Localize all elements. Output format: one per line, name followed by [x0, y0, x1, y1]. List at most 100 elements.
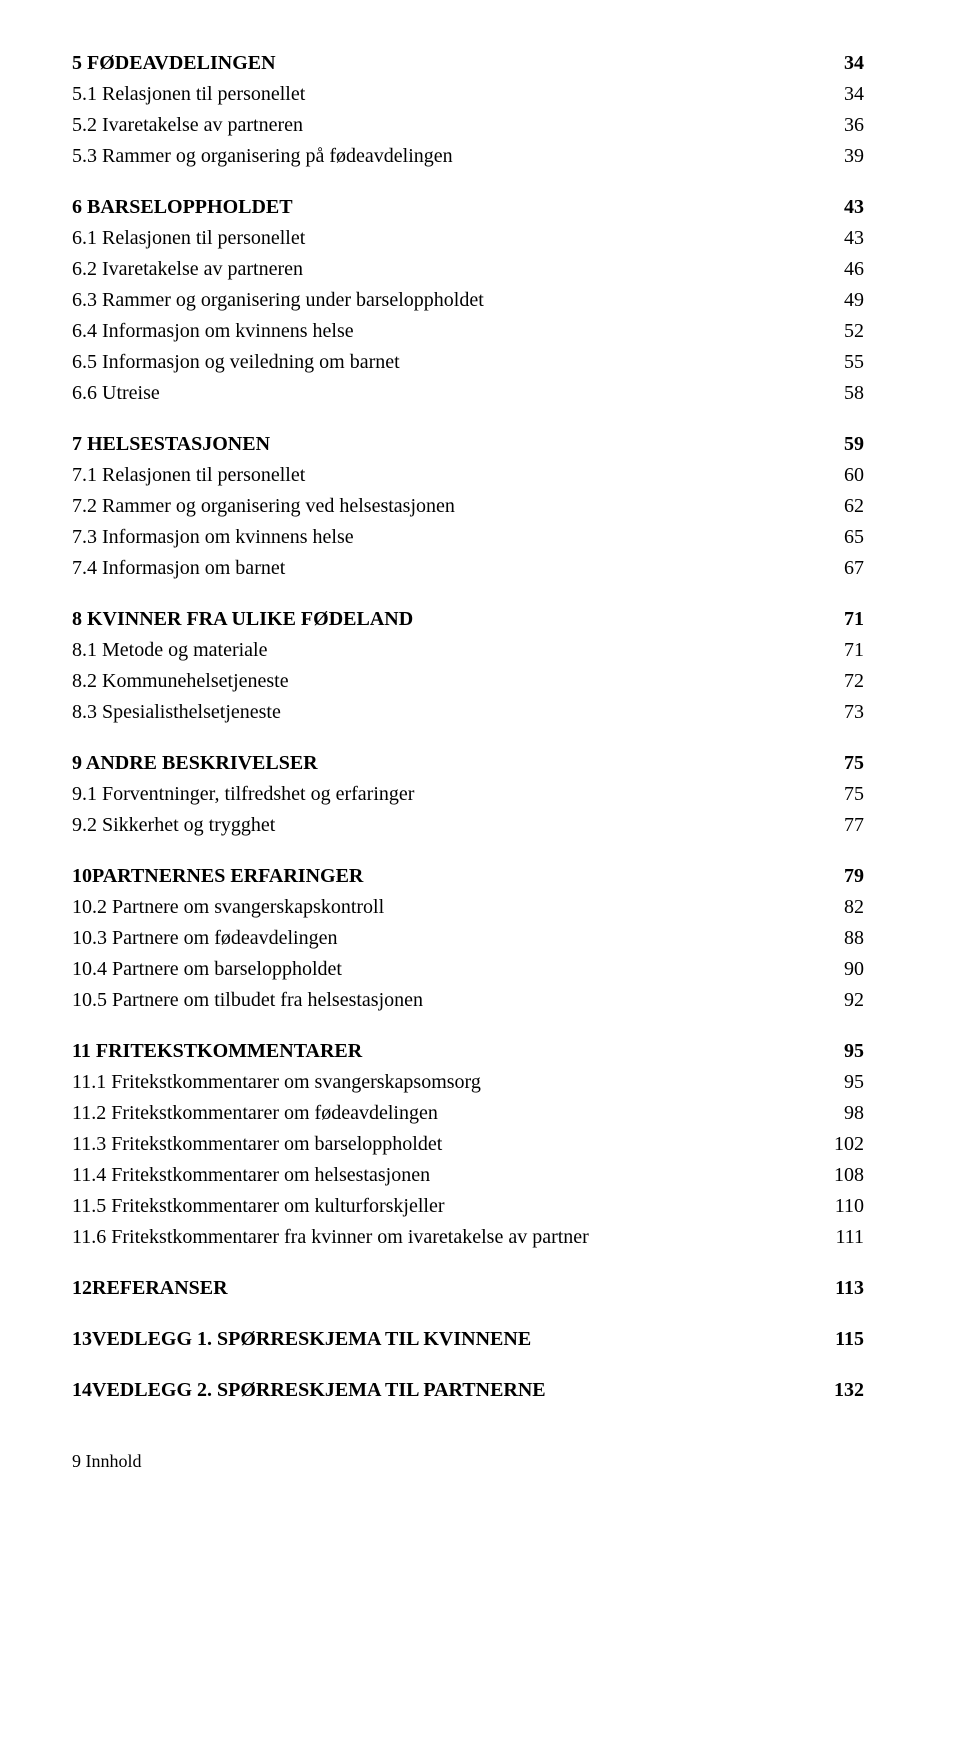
toc-item-page: 67: [824, 553, 864, 584]
toc-item-page: 34: [824, 79, 864, 110]
toc-item-page: 108: [824, 1160, 864, 1191]
toc-item-page: 77: [824, 810, 864, 841]
toc-item-label: 11.5 Fritekstkommentarer om kulturforskj…: [72, 1191, 824, 1222]
toc-heading-label: 5 FØDEAVDELINGEN: [72, 48, 824, 79]
toc-heading-label: 14VEDLEGG 2. SPØRRESKJEMA TIL PARTNERNE: [72, 1375, 824, 1406]
toc-item-label: 11.6 Fritekstkommentarer fra kvinner om …: [72, 1222, 824, 1253]
toc-item-label: 10.5 Partnere om tilbudet fra helsestasj…: [72, 985, 824, 1016]
toc-item-row: 11.6 Fritekstkommentarer fra kvinner om …: [72, 1222, 864, 1253]
toc-item-page: 92: [824, 985, 864, 1016]
toc-item-label: 7.1 Relasjonen til personellet: [72, 460, 824, 491]
toc-heading-page: 115: [824, 1324, 864, 1355]
toc-item-label: 8.1 Metode og materiale: [72, 635, 824, 666]
toc-section: 7 HELSESTASJONEN597.1 Relasjonen til per…: [72, 429, 864, 584]
toc-item-row: 11.2 Fritekstkommentarer om fødeavdeling…: [72, 1098, 864, 1129]
toc-item-page: 75: [824, 779, 864, 810]
toc-item-label: 11.3 Fritekstkommentarer om barselopphol…: [72, 1129, 824, 1160]
toc-item-page: 43: [824, 223, 864, 254]
toc-section: 8 KVINNER FRA ULIKE FØDELAND718.1 Metode…: [72, 604, 864, 728]
toc-section: 10PARTNERNES ERFARINGER7910.2 Partnere o…: [72, 861, 864, 1016]
toc-heading-page: 75: [824, 748, 864, 779]
toc-section: 13VEDLEGG 1. SPØRRESKJEMA TIL KVINNENE11…: [72, 1324, 864, 1355]
toc-item-label: 8.3 Spesialisthelsetjeneste: [72, 697, 824, 728]
toc-heading-row: 12REFERANSER113: [72, 1273, 864, 1304]
toc-heading-page: 79: [824, 861, 864, 892]
toc-section: 5 FØDEAVDELINGEN345.1 Relasjonen til per…: [72, 48, 864, 172]
toc-item-page: 71: [824, 635, 864, 666]
toc-section: 6 BARSELOPPHOLDET436.1 Relasjonen til pe…: [72, 192, 864, 409]
toc-heading-label: 9 ANDRE BESKRIVELSER: [72, 748, 824, 779]
toc-heading-label: 11 FRITEKSTKOMMENTARER: [72, 1036, 824, 1067]
toc-heading-page: 59: [824, 429, 864, 460]
toc-item-row: 10.2 Partnere om svangerskapskontroll82: [72, 892, 864, 923]
toc-heading-row: 5 FØDEAVDELINGEN34: [72, 48, 864, 79]
toc-item-label: 6.1 Relasjonen til personellet: [72, 223, 824, 254]
toc-heading-label: 6 BARSELOPPHOLDET: [72, 192, 824, 223]
toc-item-row: 8.3 Spesialisthelsetjeneste73: [72, 697, 864, 728]
toc-item-row: 10.3 Partnere om fødeavdelingen88: [72, 923, 864, 954]
toc-heading-page: 95: [824, 1036, 864, 1067]
toc-heading-row: 11 FRITEKSTKOMMENTARER95: [72, 1036, 864, 1067]
toc-item-row: 7.4 Informasjon om barnet67: [72, 553, 864, 584]
toc-item-row: 9.1 Forventninger, tilfredshet og erfari…: [72, 779, 864, 810]
toc-item-label: 11.1 Fritekstkommentarer om svangerskaps…: [72, 1067, 824, 1098]
toc-heading-row: 9 ANDRE BESKRIVELSER75: [72, 748, 864, 779]
toc-heading-row: 13VEDLEGG 1. SPØRRESKJEMA TIL KVINNENE11…: [72, 1324, 864, 1355]
toc-item-row: 6.3 Rammer og organisering under barselo…: [72, 285, 864, 316]
toc-heading-row: 10PARTNERNES ERFARINGER79: [72, 861, 864, 892]
table-of-contents: 5 FØDEAVDELINGEN345.1 Relasjonen til per…: [72, 48, 864, 1406]
toc-item-page: 82: [824, 892, 864, 923]
toc-section: 9 ANDRE BESKRIVELSER759.1 Forventninger,…: [72, 748, 864, 841]
toc-item-page: 102: [824, 1129, 864, 1160]
toc-item-label: 9.2 Sikkerhet og trygghet: [72, 810, 824, 841]
toc-heading-row: 7 HELSESTASJONEN59: [72, 429, 864, 460]
toc-heading-page: 132: [824, 1375, 864, 1406]
toc-item-page: 36: [824, 110, 864, 141]
toc-item-row: 5.2 Ivaretakelse av partneren36: [72, 110, 864, 141]
toc-item-label: 9.1 Forventninger, tilfredshet og erfari…: [72, 779, 824, 810]
toc-item-row: 6.2 Ivaretakelse av partneren46: [72, 254, 864, 285]
toc-item-page: 60: [824, 460, 864, 491]
toc-section: 14VEDLEGG 2. SPØRRESKJEMA TIL PARTNERNE1…: [72, 1375, 864, 1406]
toc-item-row: 9.2 Sikkerhet og trygghet77: [72, 810, 864, 841]
toc-item-label: 7.2 Rammer og organisering ved helsestas…: [72, 491, 824, 522]
toc-item-row: 11.5 Fritekstkommentarer om kulturforskj…: [72, 1191, 864, 1222]
toc-heading-page: 43: [824, 192, 864, 223]
toc-item-label: 7.4 Informasjon om barnet: [72, 553, 824, 584]
toc-item-row: 10.4 Partnere om barseloppholdet90: [72, 954, 864, 985]
toc-item-page: 52: [824, 316, 864, 347]
toc-item-label: 6.5 Informasjon og veiledning om barnet: [72, 347, 824, 378]
toc-item-page: 46: [824, 254, 864, 285]
toc-item-page: 39: [824, 141, 864, 172]
toc-item-label: 11.2 Fritekstkommentarer om fødeavdeling…: [72, 1098, 824, 1129]
toc-item-label: 6.3 Rammer og organisering under barselo…: [72, 285, 824, 316]
toc-section: 11 FRITEKSTKOMMENTARER9511.1 Fritekstkom…: [72, 1036, 864, 1253]
toc-heading-page: 71: [824, 604, 864, 635]
toc-heading-page: 113: [824, 1273, 864, 1304]
toc-item-row: 8.2 Kommunehelsetjeneste72: [72, 666, 864, 697]
toc-item-page: 72: [824, 666, 864, 697]
toc-item-label: 6.6 Utreise: [72, 378, 824, 409]
toc-heading-label: 12REFERANSER: [72, 1273, 824, 1304]
toc-item-label: 6.4 Informasjon om kvinnens helse: [72, 316, 824, 347]
toc-item-row: 10.5 Partnere om tilbudet fra helsestasj…: [72, 985, 864, 1016]
toc-heading-page: 34: [824, 48, 864, 79]
toc-item-row: 6.6 Utreise58: [72, 378, 864, 409]
toc-item-row: 11.4 Fritekstkommentarer om helsestasjon…: [72, 1160, 864, 1191]
toc-item-row: 7.3 Informasjon om kvinnens helse65: [72, 522, 864, 553]
toc-item-label: 10.2 Partnere om svangerskapskontroll: [72, 892, 824, 923]
page-footer: 9 Innhold: [72, 1448, 864, 1476]
toc-item-row: 6.1 Relasjonen til personellet43: [72, 223, 864, 254]
toc-item-label: 5.2 Ivaretakelse av partneren: [72, 110, 824, 141]
toc-item-label: 10.4 Partnere om barseloppholdet: [72, 954, 824, 985]
toc-item-page: 110: [824, 1191, 864, 1222]
toc-item-row: 5.1 Relasjonen til personellet34: [72, 79, 864, 110]
toc-heading-label: 7 HELSESTASJONEN: [72, 429, 824, 460]
toc-item-page: 55: [824, 347, 864, 378]
toc-item-page: 90: [824, 954, 864, 985]
toc-heading-row: 14VEDLEGG 2. SPØRRESKJEMA TIL PARTNERNE1…: [72, 1375, 864, 1406]
toc-item-page: 88: [824, 923, 864, 954]
toc-item-page: 49: [824, 285, 864, 316]
toc-heading-label: 13VEDLEGG 1. SPØRRESKJEMA TIL KVINNENE: [72, 1324, 824, 1355]
toc-item-row: 5.3 Rammer og organisering på fødeavdeli…: [72, 141, 864, 172]
